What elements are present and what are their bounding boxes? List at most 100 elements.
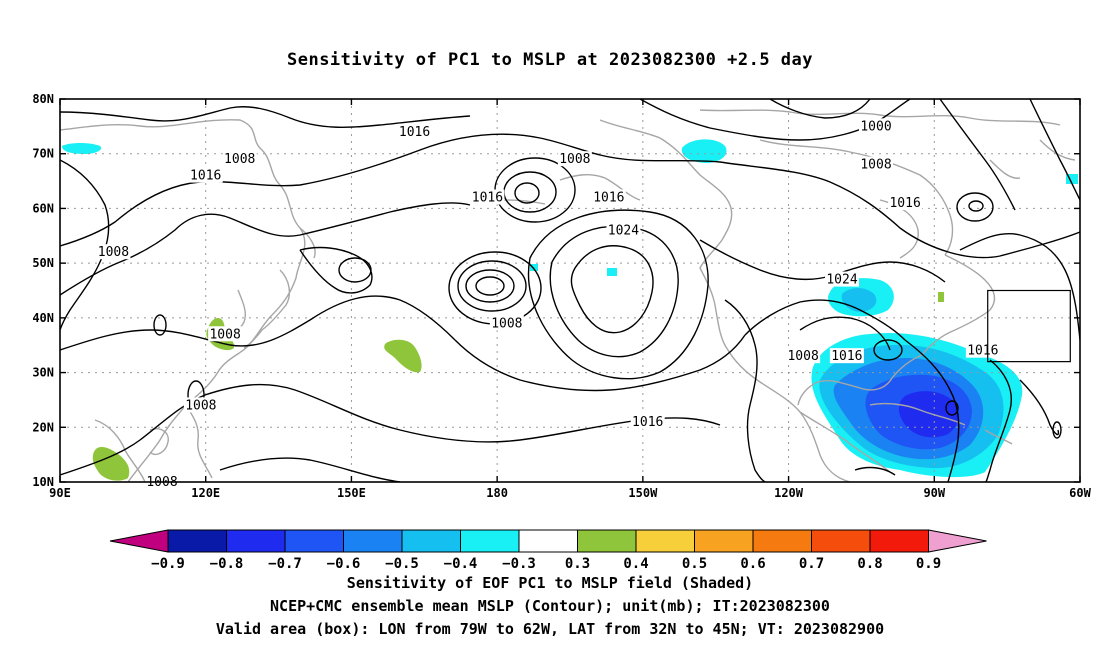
colorbar-label: 0.7 (799, 556, 824, 572)
shade-neg-03-f (530, 264, 538, 271)
contour-label: 1016 (190, 169, 221, 184)
footer-line-3: Valid area (box): LON from 79W to 62W, L… (215, 620, 885, 638)
colorbar-label: 0.5 (682, 556, 707, 572)
colorbar-segment (284, 529, 344, 553)
lon-tick-label: 60W (1069, 486, 1091, 500)
contour-label: 1016 (967, 344, 998, 359)
lon-tick-label: 120W (774, 486, 804, 500)
contour-label-bg (222, 151, 257, 167)
lat-tick-label: 80N (32, 92, 54, 106)
colorbar-segment (460, 529, 520, 553)
contour-label: 1008 (491, 316, 522, 331)
contour-label: 1000 (860, 119, 891, 134)
colorbar-right-triangle (928, 529, 987, 553)
contour-label: 1024 (826, 273, 857, 288)
shade-pos-03-c (92, 447, 130, 481)
colorbar-segment (343, 529, 403, 553)
colorbar-segment (811, 529, 871, 553)
contour-label: 1008 (224, 152, 255, 167)
contour-label-bg (96, 244, 131, 260)
colorbar-label: −0.3 (502, 556, 536, 572)
chart-title: Sensitivity of PC1 to MSLP at 2023082300… (286, 50, 813, 70)
contour-label-bg (786, 348, 821, 364)
colorbar-segment (694, 529, 754, 553)
contour-label: 1016 (831, 349, 862, 364)
contour-label-bg (591, 189, 626, 205)
contour-label-bg (208, 326, 243, 342)
colorbar-segment (167, 529, 227, 553)
contour-label: 1016 (593, 190, 624, 205)
shade-neg-03-e (607, 268, 617, 276)
contour-label-bg (630, 413, 665, 429)
lat-tick-label: 60N (32, 201, 54, 215)
contour-label: 1024 (608, 223, 639, 238)
contour-label-bg (825, 271, 859, 287)
colorbar-label: −0.4 (444, 556, 478, 572)
colorbar-label: −0.6 (327, 556, 361, 572)
colorbar-segment (518, 529, 578, 553)
valid-area-box (987, 289, 1071, 363)
colorbar-segment (635, 529, 695, 553)
lat-tick-label: 50N (32, 256, 54, 270)
colorbar-label: 0.4 (623, 556, 648, 572)
contour-label-bg (557, 151, 592, 167)
contour-label-bg (888, 194, 923, 210)
contour-label-bg (397, 123, 432, 139)
colorbar-segment (869, 529, 929, 553)
colorbar-segment (752, 529, 812, 553)
contour-label-bg (183, 397, 218, 413)
colorbar-left-triangle (109, 529, 169, 553)
contour-label: 1008 (559, 152, 590, 167)
shade-pos-03-d (938, 292, 944, 302)
colorbar-label: 0.9 (916, 556, 941, 572)
lat-tick-label: 70N (32, 147, 54, 161)
shade-neg-03-d (62, 143, 102, 154)
lat-tick-label: 10N (32, 475, 54, 489)
colorbar-segment (401, 529, 461, 553)
contour-label: 1016 (632, 415, 663, 430)
colorbar-label: 0.3 (565, 556, 590, 572)
contour-label: 1008 (98, 245, 129, 260)
lon-tick-label: 180 (486, 486, 508, 500)
contour-label-bg (829, 348, 864, 364)
colorbar-segment (577, 529, 637, 553)
plot-frame (59, 98, 1081, 483)
contour-label-bg (859, 156, 893, 172)
contour-label-bg (188, 167, 223, 183)
contour-label-bg (606, 222, 641, 238)
contour-label: 1008 (209, 327, 240, 342)
colorbar-label: −0.5 (385, 556, 419, 572)
colorbar-label: −0.9 (151, 556, 185, 572)
lat-tick-label: 20N (32, 420, 54, 434)
contour-label: 1008 (787, 349, 818, 364)
contour-label-bg (470, 189, 505, 205)
colorbar-label: −0.7 (268, 556, 302, 572)
lon-tick-label: 150W (628, 486, 658, 500)
contour-label-bg (489, 315, 524, 331)
shade-pos-03-b (384, 339, 422, 373)
lon-tick-label: 90E (49, 486, 71, 500)
sensitivity-shading (62, 139, 1078, 481)
contour-label: 1016 (399, 125, 430, 140)
lon-tick-label: 120E (191, 486, 220, 500)
footer-line-1: Sensitivity of EOF PC1 to MSLP field (Sh… (346, 574, 754, 592)
contour-label: 1016 (472, 190, 503, 205)
axis-ticks (59, 98, 1081, 483)
colorbar-label: −0.8 (210, 556, 244, 572)
shade-neg-07 (898, 391, 959, 438)
footer-line-2: NCEP+CMC ensemble mean MSLP (Contour); u… (270, 597, 830, 615)
lon-tick-label: 90W (923, 486, 945, 500)
contour-label-bg (859, 118, 893, 134)
colorbar-segment (226, 529, 286, 553)
colorbar: −0.9 −0.8 −0.7 −0.6 −0.5 −0.4 −0.3 0.3 0.4 0.5 0.6… (109, 529, 987, 572)
lon-tick-label: 150E (337, 486, 366, 500)
mslp-contours (60, 99, 1080, 482)
lat-tick-label: 30N (32, 366, 54, 380)
contour-label-bg (965, 342, 1000, 358)
contour-label: 1008 (860, 158, 891, 173)
axis-tick-labels: 90E 120E 150E 180 150W 120W 90W 60W 80N 70N 60N 50N… (32, 92, 1091, 500)
colorbar-label: 0.8 (857, 556, 882, 572)
contour-label: 1008 (185, 398, 216, 413)
